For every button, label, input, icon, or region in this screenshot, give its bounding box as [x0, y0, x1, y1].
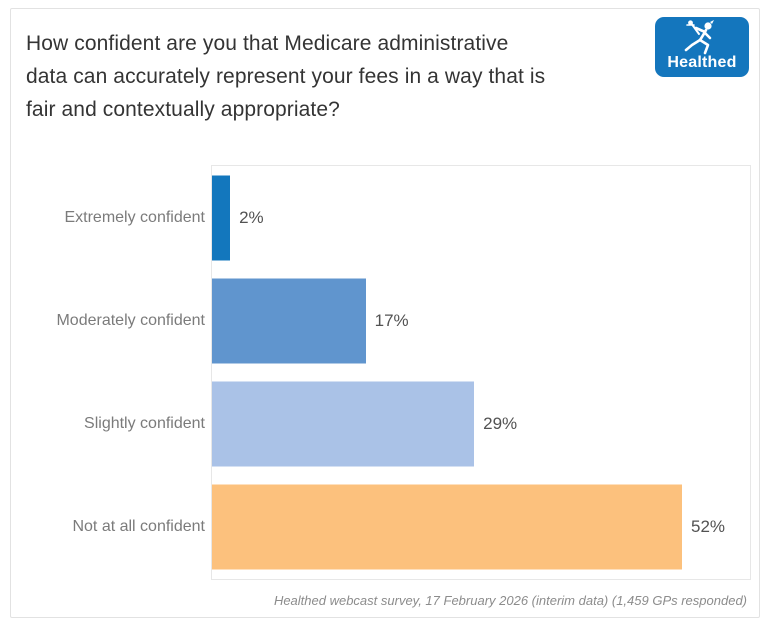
bar[interactable]: [212, 278, 366, 364]
category-label: Extremely confident: [64, 208, 205, 226]
chart-row: Slightly confident 29%: [84, 373, 750, 476]
chart-row: Extremely confident 2%: [64, 166, 750, 269]
category-label: Not at all confident: [72, 518, 205, 536]
value-label: 52%: [691, 517, 726, 537]
chart-card: How confident are you that Medicare admi…: [10, 8, 760, 618]
bar-rows: Extremely confident 2% Moderately confiden…: [56, 166, 750, 579]
hermes-runner-icon: [684, 20, 714, 55]
bar[interactable]: [212, 381, 475, 467]
chart-title: How confident are you that Medicare admi…: [26, 32, 546, 121]
chart-row: Not at all confident 52%: [72, 476, 750, 579]
healthed-logo: Healthed: [655, 17, 749, 77]
bar-chart-pane: Extremely confident 2% Moderately confiden…: [56, 165, 751, 580]
bar[interactable]: [212, 484, 682, 570]
category-label: Slightly confident: [84, 415, 205, 433]
source-caption: Healthed webcast survey, 17 February 202…: [273, 593, 747, 608]
value-label: 2%: [239, 207, 264, 227]
healthed-logo-text: Healthed: [667, 54, 737, 71]
value-label: 17%: [374, 310, 409, 330]
chart-row: Moderately confident 17%: [56, 269, 750, 372]
category-label: Moderately confident: [56, 311, 205, 329]
value-label: 29%: [483, 414, 518, 434]
bar[interactable]: [212, 175, 231, 261]
